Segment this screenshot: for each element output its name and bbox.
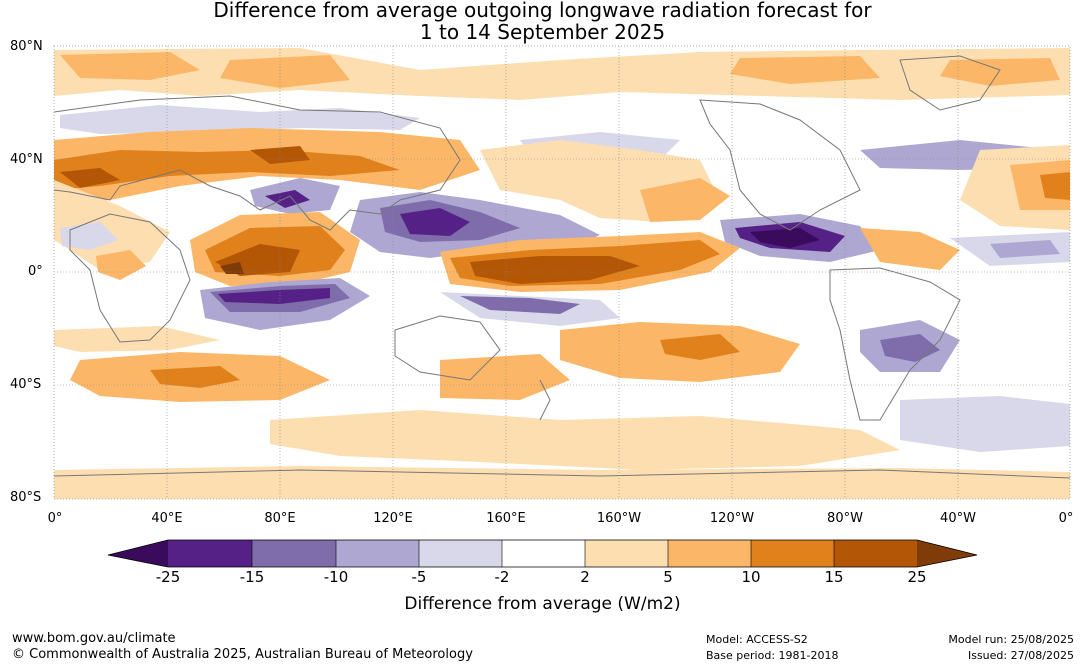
colorbar-high-extension — [917, 540, 977, 567]
lon-label: 80°E — [264, 511, 296, 526]
colorbar-segment — [419, 540, 502, 567]
colorbar-segment — [751, 540, 834, 567]
colorbar-segment — [834, 540, 917, 567]
colorbar-tick-label: 25 — [907, 568, 927, 586]
colorbar-tick-label: 10 — [741, 568, 761, 586]
issued-date: Issued: 27/08/2025 — [967, 649, 1074, 662]
lat-label-40s: 40°S — [10, 377, 42, 392]
copyright-text: © Commonwealth of Australia 2025, Austra… — [12, 647, 473, 662]
colorbar-tick-label: 5 — [663, 568, 673, 586]
colorbar-tick-label: -2 — [494, 568, 510, 586]
lat-label-80s: 80°S — [10, 490, 42, 505]
model-run-date: Model run: 25/08/2025 — [948, 633, 1074, 646]
colorbar-segment — [668, 540, 751, 567]
lon-label: 40°E — [151, 511, 183, 526]
colorbar-tick-label: -15 — [239, 568, 265, 586]
lat-label-equator: 0° — [28, 264, 43, 279]
base-period: Base period: 1981-2018 — [706, 649, 839, 662]
colorbar-segment — [336, 540, 419, 567]
graticule — [54, 46, 1070, 499]
colorbar-segment — [168, 540, 252, 567]
lon-label: 160°E — [486, 511, 526, 526]
colorbar-segment — [252, 540, 336, 567]
colorbar-tick-label: 15 — [824, 568, 844, 586]
anomaly-field — [54, 48, 1070, 499]
lat-label-80n: 80°N — [10, 39, 43, 54]
map-title-line1: Difference from average outgoing longwav… — [213, 0, 872, 22]
lon-label: 80°W — [827, 511, 863, 526]
colorbar-segment — [585, 540, 668, 567]
colorbar-segment — [502, 540, 585, 567]
colorbar-low-extension — [108, 540, 168, 567]
colorbar-title: Difference from average (W/m2) — [404, 594, 681, 614]
colorbar-tick-label: -5 — [411, 568, 427, 586]
lon-label: 120°E — [373, 511, 413, 526]
model-name: Model: ACCESS-S2 — [706, 633, 808, 646]
lon-label: 0° — [47, 511, 63, 526]
colorbar-tick-label: -25 — [155, 568, 181, 586]
lon-label: 40°W — [940, 511, 976, 526]
lat-label-40n: 40°N — [10, 152, 43, 167]
lon-label: 0° — [1058, 511, 1074, 526]
coastlines — [54, 55, 1070, 479]
colorbar-tick-label: -10 — [323, 568, 349, 586]
colorbar-tick-label: 2 — [580, 568, 590, 586]
lon-label: 160°W — [596, 511, 642, 526]
map-title-line2: 1 to 14 September 2025 — [419, 20, 666, 44]
colorbar — [107, 539, 978, 568]
website-link[interactable]: www.bom.gov.au/climate — [12, 631, 176, 646]
lon-label: 120°W — [709, 511, 755, 526]
